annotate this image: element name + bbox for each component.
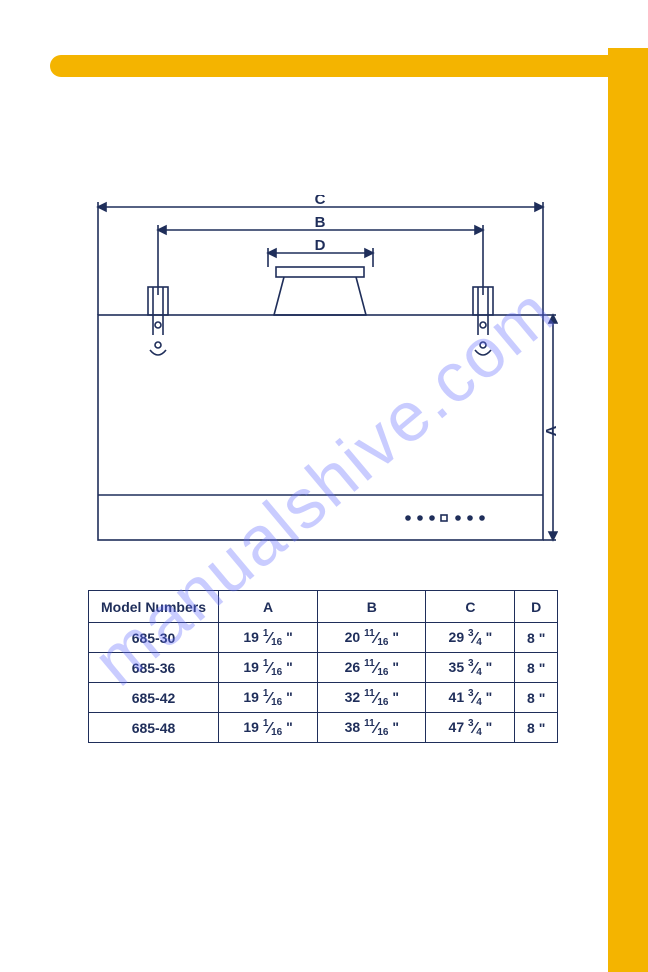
sidebar-accent xyxy=(608,48,648,972)
cell-d: 8 " xyxy=(515,683,558,713)
cell-model: 685-30 xyxy=(89,623,219,653)
col-d: D xyxy=(515,591,558,623)
dim-c-label: C xyxy=(315,195,326,208)
cell-a: 19 1⁄16 " xyxy=(219,653,318,683)
cell-model: 685-36 xyxy=(89,653,219,683)
cell-d: 8 " xyxy=(515,713,558,743)
cell-c: 29 3⁄4 " xyxy=(426,623,515,653)
cell-b: 26 11⁄16 " xyxy=(318,653,426,683)
table-row: 685-3019 1⁄16 "20 11⁄16 "29 3⁄4 "8 " xyxy=(89,623,558,653)
cell-model: 685-48 xyxy=(89,713,219,743)
cell-c: 41 3⁄4 " xyxy=(426,683,515,713)
cell-d: 8 " xyxy=(515,653,558,683)
cell-a: 19 1⁄16 " xyxy=(219,623,318,653)
col-model: Model Numbers xyxy=(89,591,219,623)
col-c: C xyxy=(426,591,515,623)
top-accent-bar xyxy=(50,55,610,77)
dim-b-label: B xyxy=(315,214,326,231)
table-row: 685-4219 1⁄16 "32 11⁄16 "41 3⁄4 "8 " xyxy=(89,683,558,713)
dimension-diagram: C B D xyxy=(88,195,558,555)
cell-b: 20 11⁄16 " xyxy=(318,623,426,653)
cell-a: 19 1⁄16 " xyxy=(219,683,318,713)
cell-d: 8 " xyxy=(515,623,558,653)
table-header-row: Model Numbers A B C D xyxy=(89,591,558,623)
cell-c: 47 3⁄4 " xyxy=(426,713,515,743)
spec-table: Model Numbers A B C D 685-3019 1⁄16 "20 … xyxy=(88,590,558,743)
cell-model: 685-42 xyxy=(89,683,219,713)
dim-a-label: A xyxy=(543,425,558,436)
content-area: C B D xyxy=(88,195,558,743)
cell-b: 32 11⁄16 " xyxy=(318,683,426,713)
cell-c: 35 3⁄4 " xyxy=(426,653,515,683)
cell-a: 19 1⁄16 " xyxy=(219,713,318,743)
dim-d-label: D xyxy=(315,237,326,254)
col-b: B xyxy=(318,591,426,623)
table-row: 685-3619 1⁄16 "26 11⁄16 "35 3⁄4 "8 " xyxy=(89,653,558,683)
col-a: A xyxy=(219,591,318,623)
cell-b: 38 11⁄16 " xyxy=(318,713,426,743)
table-row: 685-4819 1⁄16 "38 11⁄16 "47 3⁄4 "8 " xyxy=(89,713,558,743)
